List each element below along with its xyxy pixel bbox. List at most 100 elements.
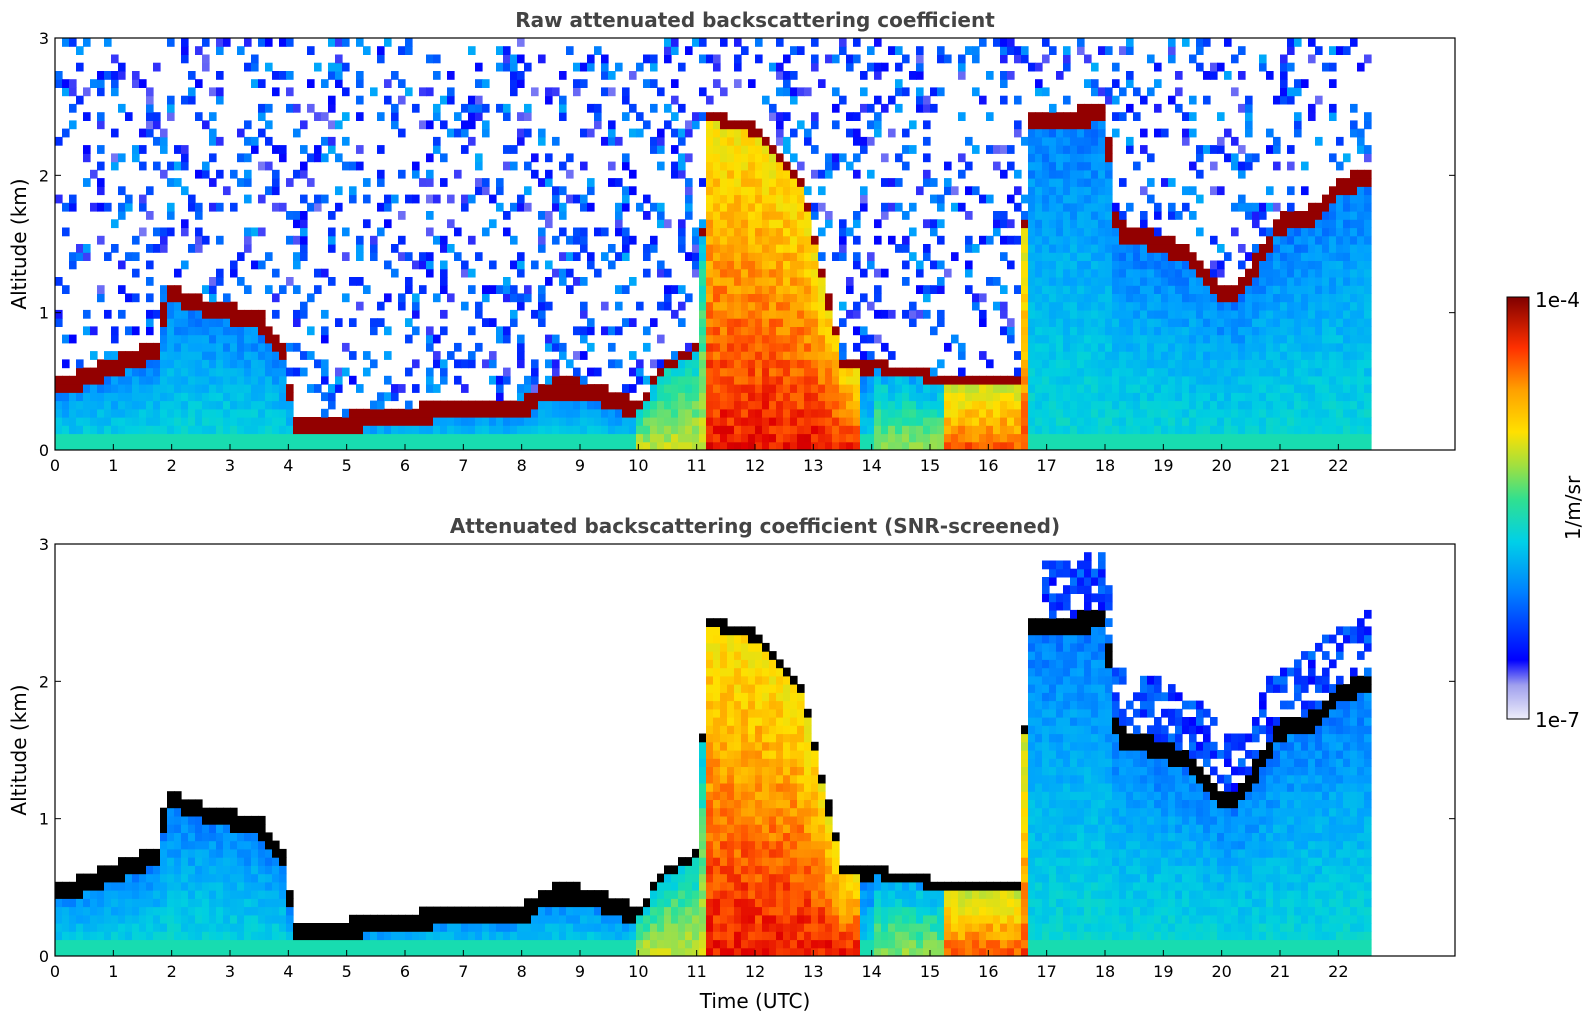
heatmap-cell: [573, 384, 581, 393]
heatmap-cell: [1112, 293, 1120, 303]
heatmap-cell: [1119, 326, 1127, 336]
heatmap-cell: [1287, 301, 1295, 311]
x-tick-label: 15: [920, 456, 940, 475]
heatmap-cell: [76, 244, 84, 253]
heatmap-cell: [55, 408, 63, 418]
heatmap-cell: [1154, 244, 1162, 253]
heatmap-cell: [1000, 309, 1008, 319]
heatmap-cell: [440, 260, 448, 270]
heatmap-cell: [727, 268, 735, 278]
heatmap-cell: [384, 38, 392, 47]
heatmap-cell: [713, 441, 721, 450]
heatmap-cell: [230, 359, 238, 369]
heatmap-cell: [496, 384, 504, 393]
heatmap-cell: [720, 359, 728, 369]
heatmap-cell: [839, 384, 847, 393]
heatmap-cell: [601, 136, 609, 146]
heatmap-cell: [552, 367, 560, 377]
heatmap-cell: [797, 186, 805, 196]
heatmap-cell: [1140, 219, 1148, 229]
heatmap-cell: [454, 342, 462, 352]
heatmap-cell: [426, 227, 434, 237]
heatmap-cell: [804, 326, 812, 336]
heatmap-cell: [1049, 268, 1057, 278]
heatmap-cell: [1000, 417, 1008, 426]
heatmap-cell: [125, 326, 133, 336]
heatmap-cell: [384, 293, 392, 303]
heatmap-cell: [1112, 408, 1120, 418]
heatmap-cell: [650, 136, 658, 146]
heatmap-cell: [972, 145, 980, 154]
heatmap-cell: [1175, 433, 1183, 443]
heatmap-cell: [1364, 309, 1372, 319]
heatmap-cell: [1091, 293, 1099, 303]
heatmap-cell: [1147, 408, 1155, 418]
heatmap-cell: [496, 425, 504, 435]
heatmap-cell: [587, 441, 595, 450]
heatmap-cell: [769, 211, 777, 220]
heatmap-cell: [664, 384, 672, 393]
heatmap-cell: [1238, 301, 1246, 311]
heatmap-cell: [1000, 46, 1008, 55]
heatmap-cell: [1063, 211, 1071, 220]
heatmap-cell: [727, 285, 735, 294]
heatmap-cell: [783, 235, 791, 245]
heatmap-cell: [1294, 375, 1302, 385]
heatmap-cell: [1301, 351, 1309, 360]
heatmap-cell: [615, 433, 623, 443]
heatmap-cell: [783, 219, 791, 229]
heatmap-cell: [342, 367, 350, 377]
heatmap-cell: [622, 87, 630, 97]
heatmap-cell: [307, 293, 315, 303]
heatmap-cell: [167, 342, 175, 352]
heatmap-cell: [1210, 384, 1218, 393]
heatmap-cell: [1273, 392, 1281, 402]
heatmap-cell: [1049, 359, 1057, 369]
heatmap-cell: [839, 95, 847, 105]
heatmap-cell: [1210, 425, 1218, 435]
heatmap-cell: [55, 392, 63, 402]
heatmap-cell: [251, 408, 259, 418]
heatmap-cell: [1098, 260, 1106, 270]
heatmap-cell: [111, 400, 119, 410]
heatmap-cell: [153, 161, 161, 171]
heatmap-cell: [139, 359, 147, 369]
heatmap-cell: [972, 87, 980, 97]
heatmap-cell: [1035, 235, 1043, 245]
heatmap-cell: [797, 334, 805, 344]
heatmap-cell: [447, 441, 455, 450]
heatmap-cell: [776, 128, 784, 138]
heatmap-cell: [951, 408, 959, 418]
heatmap-cell: [433, 334, 441, 344]
heatmap-cell: [846, 408, 854, 418]
heatmap-cell: [440, 441, 448, 450]
heatmap-cell: [1084, 79, 1092, 88]
heatmap-cell: [1294, 87, 1302, 97]
heatmap-cell: [1147, 441, 1155, 450]
heatmap-cell: [629, 186, 637, 196]
heatmap-cell: [475, 417, 483, 426]
heatmap-cell: [1098, 128, 1106, 138]
heatmap-cell: [1238, 441, 1246, 450]
heatmap-cell: [657, 219, 665, 229]
heatmap-cell: [923, 433, 931, 443]
heatmap-cell: [1035, 178, 1043, 187]
heatmap-cell: [1049, 194, 1057, 204]
heatmap-cell: [1175, 417, 1183, 426]
heatmap-cell: [1224, 285, 1232, 294]
heatmap-cell: [1252, 260, 1260, 270]
heatmap-cell: [748, 384, 756, 393]
heatmap-cell: [1119, 112, 1127, 121]
heatmap-cell: [888, 367, 896, 377]
heatmap-cell: [1189, 433, 1197, 443]
heatmap-cell: [279, 375, 287, 385]
heatmap-cell: [307, 425, 315, 435]
heatmap-cell: [776, 375, 784, 385]
heatmap-cell: [1357, 392, 1365, 402]
heatmap-cell: [734, 79, 742, 88]
heatmap-cell: [307, 178, 315, 187]
heatmap-cell: [769, 293, 777, 303]
heatmap-cell: [1329, 301, 1337, 311]
heatmap-cell: [1098, 417, 1106, 426]
heatmap-cell: [342, 112, 350, 121]
